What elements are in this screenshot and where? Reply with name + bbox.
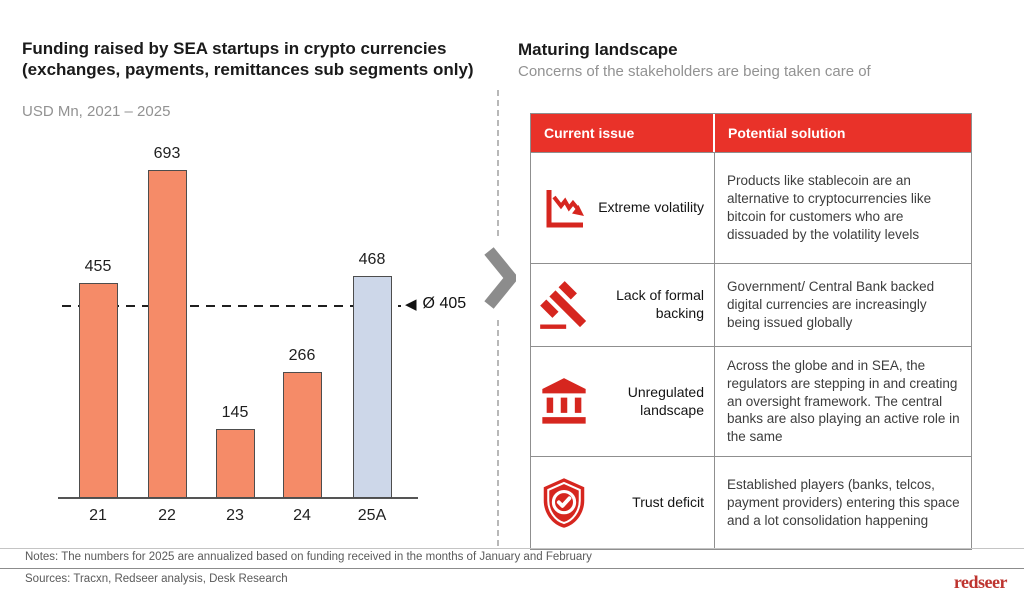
bar-chart: ◀ Ø 405 455 21 693 22 145 23 266 24 468 25A — [58, 140, 490, 540]
right-section-title: Maturing landscape — [518, 40, 678, 59]
x-axis-tick-label: 24 — [293, 507, 311, 524]
notes-text: Notes: The numbers for 2025 are annualiz… — [25, 551, 592, 563]
bar-value-label: 266 — [288, 347, 316, 364]
redseer-logo: redseer — [953, 572, 1008, 592]
solution-text: Established players (banks, telcos, paym… — [727, 477, 960, 528]
issue-label: Trust deficit — [632, 494, 704, 511]
issue-cell: Extreme volatility — [531, 153, 715, 263]
bar-21 — [78, 283, 118, 498]
x-axis-line — [58, 497, 418, 499]
average-dashed-line — [62, 305, 401, 307]
right-section-subtitle: Concerns of the stakeholders are being t… — [518, 63, 871, 80]
bar-23 — [215, 429, 255, 498]
bar-24 — [282, 372, 322, 498]
bar-value-label: 455 — [84, 258, 112, 275]
solution-text: Government/ Central Bank backed digital … — [727, 279, 935, 330]
bar-value-label: 145 — [221, 404, 249, 421]
x-axis-tick-label: 25A — [357, 507, 387, 524]
x-axis-tick-label: 21 — [89, 507, 107, 524]
chart-subtitle: USD Mn, 2021 – 2025 — [22, 103, 171, 120]
table-header-potential-solution: Potential solution — [728, 125, 846, 141]
left-triangle-icon: ◀ — [405, 296, 417, 313]
solution-text: Products like stablecoin are an alternat… — [727, 173, 932, 242]
issue-cell: Unregulated landscape — [531, 347, 715, 456]
section-divider-dashed-line — [497, 90, 499, 546]
gavel-icon — [531, 279, 597, 331]
footer-rule-top — [0, 548, 1024, 549]
average-marker: ◀ Ø 405 — [405, 295, 466, 313]
bar-value-label: 693 — [153, 145, 181, 162]
table-row: Extreme volatility Products like stableco… — [531, 152, 971, 263]
issue-cell: Lack of formal backing — [531, 264, 715, 346]
bar-25A — [352, 276, 392, 498]
table-row: Lack of formal backing Government/ Centra… — [531, 263, 971, 346]
bar-value-label: 468 — [358, 251, 386, 268]
x-axis-tick-label: 22 — [158, 507, 176, 524]
chevron-right-icon — [479, 240, 521, 316]
issue-label: Unregulated landscape — [627, 383, 704, 418]
issue-label: Lack of formal backing — [616, 287, 704, 321]
table-header-current-issue: Current issue — [531, 114, 715, 152]
sources-text: Sources: Tracxn, Redseer analysis, Desk … — [25, 573, 288, 585]
x-axis-tick-label: 23 — [226, 507, 244, 524]
issue-solution-table: Current issue Potential solution Extreme… — [530, 113, 972, 550]
issue-label: Extreme volatility — [598, 199, 704, 216]
shield-check-icon — [531, 476, 597, 530]
issue-cell: Trust deficit — [531, 457, 715, 549]
bank-icon — [531, 376, 597, 428]
table-row: Trust deficit Established players (banks,… — [531, 456, 971, 549]
chart-title: Funding raised by SEA startups in crypto… — [22, 39, 474, 80]
declining-chart-icon — [531, 182, 597, 234]
bar-22 — [147, 170, 187, 498]
table-row: Unregulated landscape Across the globe an… — [531, 346, 971, 456]
footer-rule-bottom — [0, 568, 1024, 569]
table-header-row: Current issue Potential solution — [531, 114, 971, 152]
average-label: Ø 405 — [422, 295, 467, 312]
solution-text: Across the globe and in SEA, the regulat… — [727, 357, 960, 445]
